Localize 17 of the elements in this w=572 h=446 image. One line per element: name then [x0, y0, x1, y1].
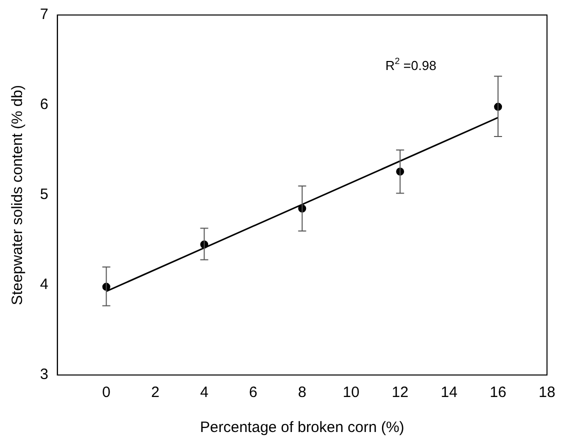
x-axis-title: Percentage of broken corn (%): [200, 419, 404, 436]
x-tick-label: 8: [298, 384, 306, 402]
y-tick-label: 4: [40, 276, 48, 294]
y-tick-label: 6: [40, 96, 48, 114]
y-tick-label: 3: [40, 366, 48, 384]
x-tick-label: 12: [392, 384, 408, 402]
x-tick-label: 4: [200, 384, 208, 402]
x-tick-label: 10: [342, 384, 360, 402]
y-tick-label: 7: [40, 6, 48, 24]
x-tick-label: 0: [102, 384, 110, 402]
y-tick-label: 5: [40, 186, 48, 204]
x-tick-label: 6: [249, 384, 258, 402]
x-tick-label: 14: [440, 384, 458, 402]
x-tick-label: 16: [490, 384, 506, 402]
x-tick-label: 2: [151, 384, 160, 402]
y-axis-title: Steepwater solids content (% db): [9, 84, 26, 306]
x-tick-label: 18: [538, 384, 556, 402]
